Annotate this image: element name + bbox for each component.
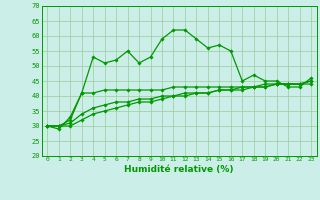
X-axis label: Humidité relative (%): Humidité relative (%): [124, 165, 234, 174]
